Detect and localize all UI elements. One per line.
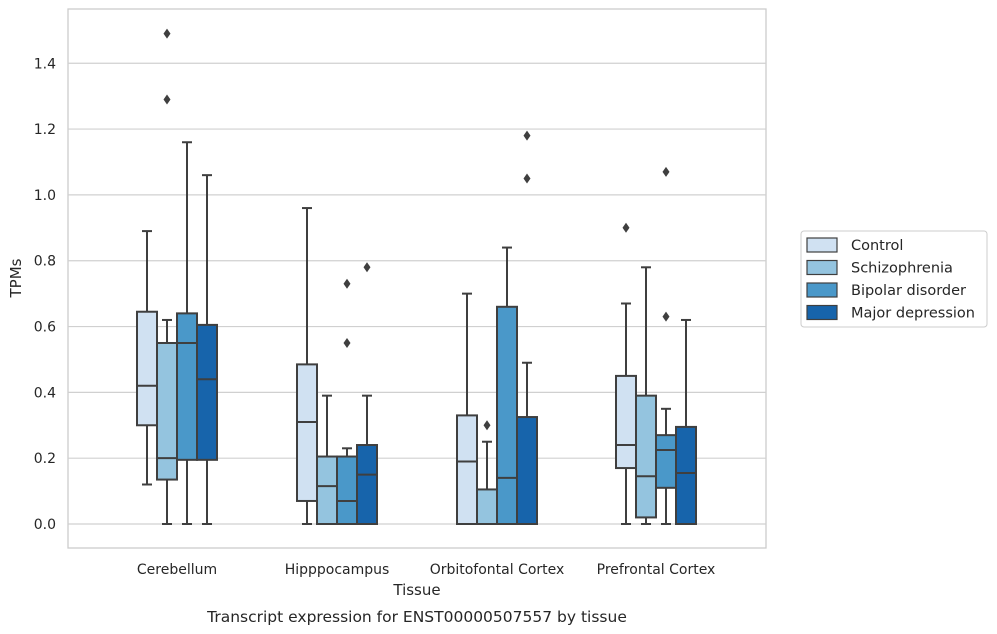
box xyxy=(655,434,677,489)
box-group-cerebellum xyxy=(136,28,218,525)
y-tick-label: 1.0 xyxy=(34,188,56,204)
box xyxy=(635,394,657,519)
x-tick-label: Prefrontal Cortex xyxy=(597,562,716,578)
legend: Control Schizophrenia Bipolar disorder Majo… xyxy=(800,230,988,328)
legend-swatch xyxy=(806,304,838,321)
y-tick-label: 0.2 xyxy=(34,451,56,467)
outlier-point xyxy=(523,130,531,141)
box xyxy=(356,444,378,525)
box xyxy=(516,416,538,526)
box-groups xyxy=(136,28,697,526)
y-tick-label: 0.8 xyxy=(34,254,56,270)
outlier-point xyxy=(662,311,670,322)
y-tick-labels: 0.0 0.2 0.4 0.6 0.8 1.0 1.2 1.4 xyxy=(34,56,56,533)
box xyxy=(675,425,697,525)
outlier-point xyxy=(622,222,630,233)
chart-caption: Transcript expression for ENST0000050755… xyxy=(206,608,627,626)
x-tick-label: Orbitofontal Cortex xyxy=(430,562,565,578)
y-axis-label: TPMs xyxy=(7,258,25,298)
box xyxy=(336,455,358,525)
outlier-point xyxy=(343,337,351,348)
x-tick-label: Hipppocampus xyxy=(285,562,390,578)
outlier-point xyxy=(483,420,491,431)
y-tick-label: 1.2 xyxy=(34,122,56,138)
box xyxy=(476,488,498,525)
box xyxy=(615,374,637,470)
outlier-point xyxy=(363,262,371,273)
box xyxy=(296,363,318,502)
legend-label: Major depression xyxy=(851,306,975,322)
legend-swatch xyxy=(806,259,838,276)
legend-label: Control xyxy=(851,238,903,254)
legend-label: Schizophrenia xyxy=(851,261,953,277)
legend-swatch xyxy=(806,282,838,298)
outlier-point xyxy=(163,94,171,105)
box xyxy=(196,323,218,461)
y-tick-label: 0.6 xyxy=(34,320,56,336)
box xyxy=(316,455,338,525)
legend-frame xyxy=(800,230,988,328)
box xyxy=(456,414,478,525)
y-tick-label: 0.0 xyxy=(34,517,56,533)
box xyxy=(176,312,198,461)
box-group-hipppocampus xyxy=(296,207,378,525)
legend-swatch xyxy=(806,237,838,253)
outlier-point xyxy=(343,278,351,289)
y-tick-label: 1.4 xyxy=(34,56,56,72)
box-group-orbitofontal-cortex xyxy=(456,130,538,526)
box xyxy=(136,310,158,427)
y-tick-label: 0.4 xyxy=(34,385,56,401)
x-tick-label: Cerebellum xyxy=(137,562,217,578)
outlier-point xyxy=(163,28,171,39)
x-tick-labels: Cerebellum Hipppocampus Orbitofontal Corte… xyxy=(137,562,715,578)
x-axis-label: Tissue xyxy=(392,581,440,599)
legend-label: Bipolar disorder xyxy=(851,283,966,299)
box-group-prefrontal-cortex xyxy=(615,166,697,525)
outlier-point xyxy=(523,173,531,184)
box xyxy=(496,305,518,525)
outlier-point xyxy=(662,166,670,177)
